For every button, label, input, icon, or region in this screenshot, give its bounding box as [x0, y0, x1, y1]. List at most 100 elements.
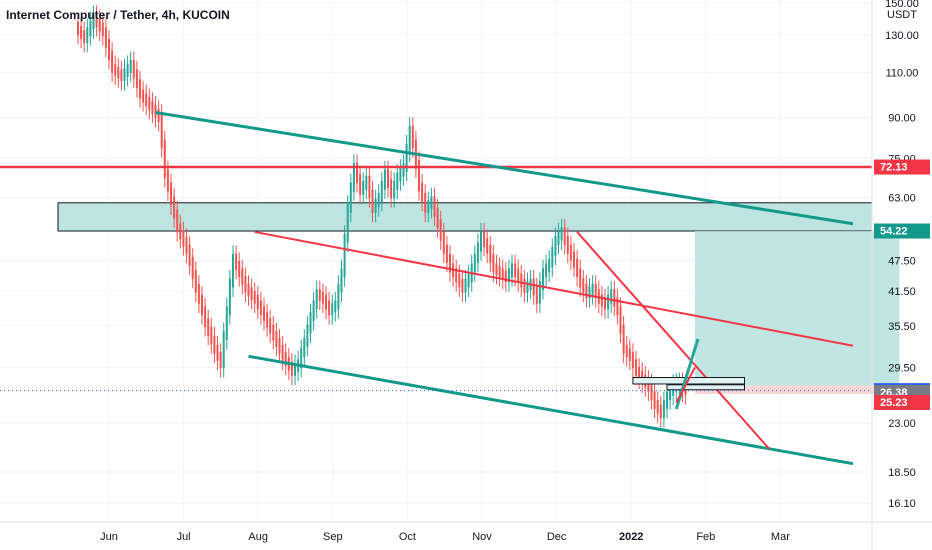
candle-body: [631, 351, 634, 369]
y-tick-label: 41.50: [888, 286, 916, 298]
candle-body: [256, 294, 259, 310]
candle-body: [498, 265, 501, 278]
x-tick-label: Mar: [771, 531, 790, 543]
candle-body: [557, 231, 560, 245]
candle-body: [120, 69, 123, 82]
candle-body: [430, 196, 433, 210]
candle-body: [135, 69, 138, 89]
candle-body: [356, 163, 358, 184]
candle-body: [594, 283, 597, 299]
candle-body: [548, 258, 551, 273]
candle-body: [445, 244, 448, 263]
y-tick-label: 35.50: [888, 321, 916, 333]
candle-body: [98, 18, 101, 32]
candle-body: [647, 378, 650, 392]
range-zone: [57, 202, 873, 232]
candle-body: [436, 207, 439, 229]
candle-body: [244, 275, 247, 293]
chart-title: Internet Computer / Tether, 4h, KUCOIN: [6, 8, 230, 22]
candle-body: [182, 230, 185, 247]
candle-body: [275, 331, 278, 347]
x-tick-label: Feb: [696, 531, 715, 543]
candle-body: [566, 235, 569, 254]
candle-body: [303, 337, 306, 358]
y-tick-label: 130.00: [885, 30, 919, 42]
candle-body: [554, 235, 557, 256]
candle-body: [628, 348, 631, 361]
candle-body: [449, 253, 451, 273]
candle-body: [424, 192, 427, 213]
y-tick-label: 47.50: [888, 256, 916, 268]
x-tick-label: Nov: [472, 531, 492, 543]
candle-body: [408, 125, 411, 153]
candle-body: [281, 344, 284, 361]
candle-body: [662, 400, 665, 419]
candle-body: [188, 244, 191, 266]
candle-body: [132, 60, 135, 79]
candle-body: [83, 30, 86, 44]
candle-body: [290, 361, 293, 376]
candle-body: [638, 366, 641, 380]
candle-body: [576, 258, 579, 278]
candle-body: [653, 391, 656, 410]
candle-body: [176, 209, 179, 233]
x-tick-label: 2022: [619, 531, 643, 543]
candle-body: [532, 278, 535, 296]
candle-body: [117, 66, 120, 79]
y-tick-label: 110.00: [886, 67, 919, 79]
x-tick-label: Sep: [323, 531, 343, 543]
drawings: [0, 111, 872, 466]
candle-body: [340, 268, 343, 293]
candle-body: [514, 263, 517, 278]
candle-body: [89, 20, 92, 37]
candle-body: [427, 200, 430, 213]
candle-body: [383, 169, 386, 190]
candle-body: [501, 268, 504, 280]
candle-body: [114, 64, 117, 76]
candle-body: [666, 391, 668, 410]
y-tick-label: 150.00: [885, 0, 919, 10]
candle-body: [253, 291, 256, 304]
candle-body: [321, 291, 324, 304]
candle-body: [238, 260, 241, 278]
candle-body: [563, 227, 566, 245]
candle-body: [650, 382, 653, 401]
candle-body: [480, 231, 482, 252]
channel-lower-line: [248, 354, 854, 466]
candle-body: [542, 268, 544, 291]
candle-body: [365, 175, 368, 190]
candle-body: [179, 223, 182, 240]
candle-body: [390, 179, 393, 199]
candle-body: [154, 104, 157, 118]
candle-body: [380, 180, 383, 202]
candle-body: [170, 182, 172, 206]
candle-body: [86, 27, 89, 44]
candle-body: [535, 286, 538, 304]
candle-body: [142, 89, 145, 103]
candle-body: [77, 22, 79, 36]
candle-body: [442, 231, 445, 254]
y-tick-label: 16.10: [888, 498, 916, 510]
candle-body: [160, 113, 163, 149]
candle-body: [495, 263, 498, 275]
candle-body: [207, 318, 210, 336]
candle-body: [272, 324, 275, 341]
candle-body: [377, 192, 380, 208]
candle-body: [473, 253, 476, 273]
candle-body: [582, 278, 585, 293]
candle-body: [284, 351, 287, 366]
descending-resistance-line: [254, 230, 854, 347]
candle-body: [619, 306, 622, 334]
candle-body: [359, 174, 362, 195]
candle-body: [352, 163, 355, 192]
candle-body: [604, 297, 606, 310]
candle-body: [461, 278, 464, 293]
candle-body: [129, 60, 132, 73]
candle-body: [489, 244, 492, 263]
price-tag-label: 72.13: [880, 162, 908, 174]
candle-body: [92, 13, 95, 30]
candle-body: [476, 242, 479, 263]
channel-upper-line: [155, 111, 854, 226]
